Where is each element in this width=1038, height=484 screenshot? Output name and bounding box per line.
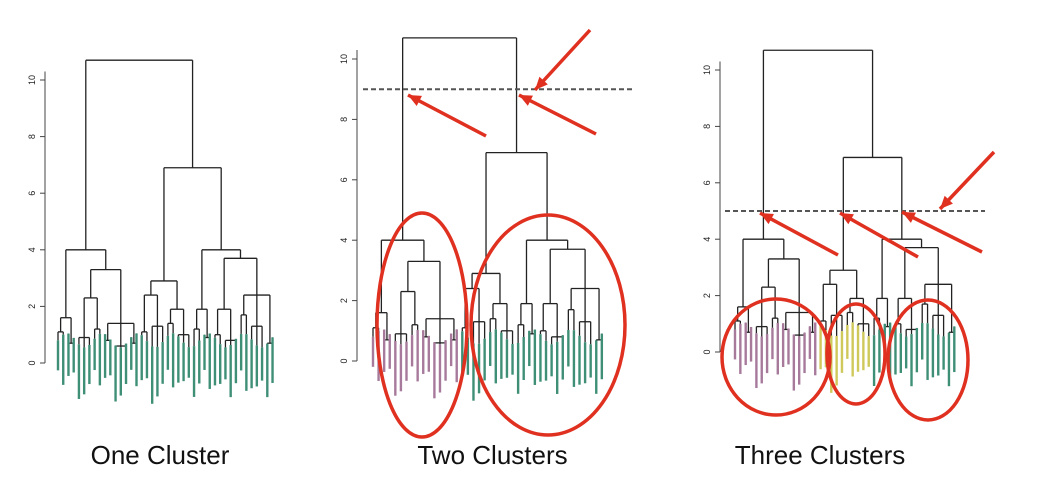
y-tick-label: 4: [339, 238, 349, 243]
caption-three-clusters: Three Clusters: [734, 440, 906, 470]
panel-three-clusters: 0 2 4 6 8 10: [702, 49, 996, 422]
y-tick-label: 8: [702, 124, 712, 129]
caption-two-clusters: Two Clusters: [417, 440, 568, 470]
arrow-head: [840, 213, 854, 225]
y-tick-label: 8: [339, 117, 349, 122]
cluster-circle: [886, 298, 970, 422]
y-tick-label: 4: [702, 237, 712, 242]
caption-one-cluster: One Cluster: [90, 440, 230, 470]
y-tick-label: 2: [339, 298, 349, 303]
arrow-head: [940, 195, 953, 209]
panel-two-clusters: 0 2 4 6 8 10: [339, 28, 633, 439]
y-tick-label: 10: [702, 65, 712, 75]
arrow-shaft: [518, 93, 597, 136]
arrow-shaft: [901, 210, 983, 254]
arrow-head: [760, 213, 774, 225]
y-tick-label: 0: [339, 358, 349, 363]
arrow-shaft: [407, 93, 487, 138]
panel-one-cluster: 0 2 4 6 8 10: [27, 59, 274, 404]
arrow-head: [902, 212, 916, 223]
arrow-shaft: [533, 28, 592, 92]
y-tick-label: 8: [27, 134, 37, 139]
cluster-circle: [720, 297, 832, 417]
y-tick-label: 6: [702, 180, 712, 185]
arrow-head: [535, 76, 548, 90]
arrow-head: [408, 95, 422, 107]
y-tick-label: 0: [702, 349, 712, 354]
y-tick-label: 2: [27, 304, 37, 309]
cluster-circle: [825, 302, 887, 406]
cluster-circle: [375, 211, 469, 439]
y-tick-label: 6: [27, 191, 37, 196]
y-tick-label: 2: [702, 293, 712, 298]
arrow-shaft: [938, 150, 996, 211]
arrow-shaft: [839, 211, 919, 259]
cluster-circle: [469, 213, 627, 437]
y-tick-label: 10: [339, 54, 349, 64]
arrow-head: [519, 95, 533, 106]
y-tick-label: 4: [27, 247, 37, 252]
y-tick-label: 0: [27, 360, 37, 365]
y-tick-label: 10: [27, 75, 37, 85]
y-tick-label: 6: [339, 177, 349, 182]
arrow-shaft: [759, 211, 839, 257]
